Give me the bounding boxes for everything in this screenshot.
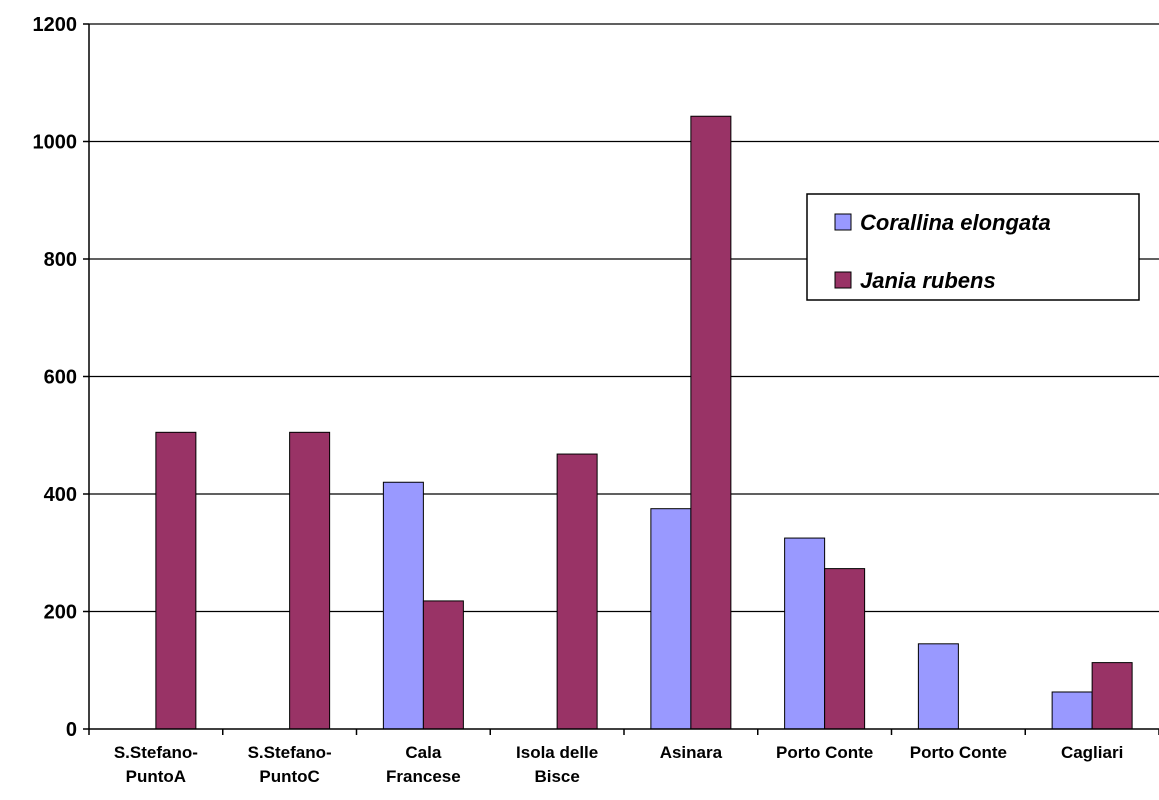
bar-corallina [382,481,424,730]
bar-corallina [650,508,692,730]
x-tick-label: Asinara [660,743,723,762]
y-axis-ticks: 0 200 400 600 800 1000 1200 [33,14,78,741]
y-tick-label: 800 [44,249,77,271]
axes [83,23,1159,735]
y-tick-label: 1000 [33,132,78,154]
bar-jania [1091,662,1133,730]
x-tick-label: Porto Conte [910,743,1007,762]
x-tick-label: Cala Francese [386,743,461,786]
legend-label-corallina: Corallina elongata [860,210,1051,235]
bar-jania [155,431,197,730]
x-tick-label: Isola delle Bisce [516,743,598,786]
bar-corallina [784,537,826,730]
legend-box [806,193,1140,301]
legend-label-jania: Jania rubens [860,268,996,293]
y-tick-label: 1200 [33,14,78,36]
bar-corallina [1051,691,1093,730]
bars [155,115,1133,730]
bar-jania [289,431,331,730]
y-tick-label: 600 [44,367,77,389]
x-tick-label: S.Stefano-PuntoA [114,743,198,786]
y-tick-label: 0 [66,719,77,741]
bar-jania [690,115,732,730]
x-tick-label: Cagliari [1061,743,1123,762]
legend-swatch-corallina [834,213,852,231]
bar-jania [824,568,866,730]
legend-swatch-jania [834,271,852,289]
x-tick-label: S.Stefano-PuntoC [248,743,332,786]
y-tick-label: 200 [44,602,77,624]
legend: Corallina elongata Jania rubens [806,193,1140,301]
gridlines [89,23,1159,613]
bar-jania [556,453,598,730]
y-tick-label: 400 [44,484,77,506]
x-axis-ticks: S.Stefano-PuntoA S.Stefano-PuntoC Cala Fran… [114,743,1123,786]
bar-jania [422,600,464,730]
x-tick-label: Porto Conte [776,743,873,762]
bar-corallina [917,643,959,730]
